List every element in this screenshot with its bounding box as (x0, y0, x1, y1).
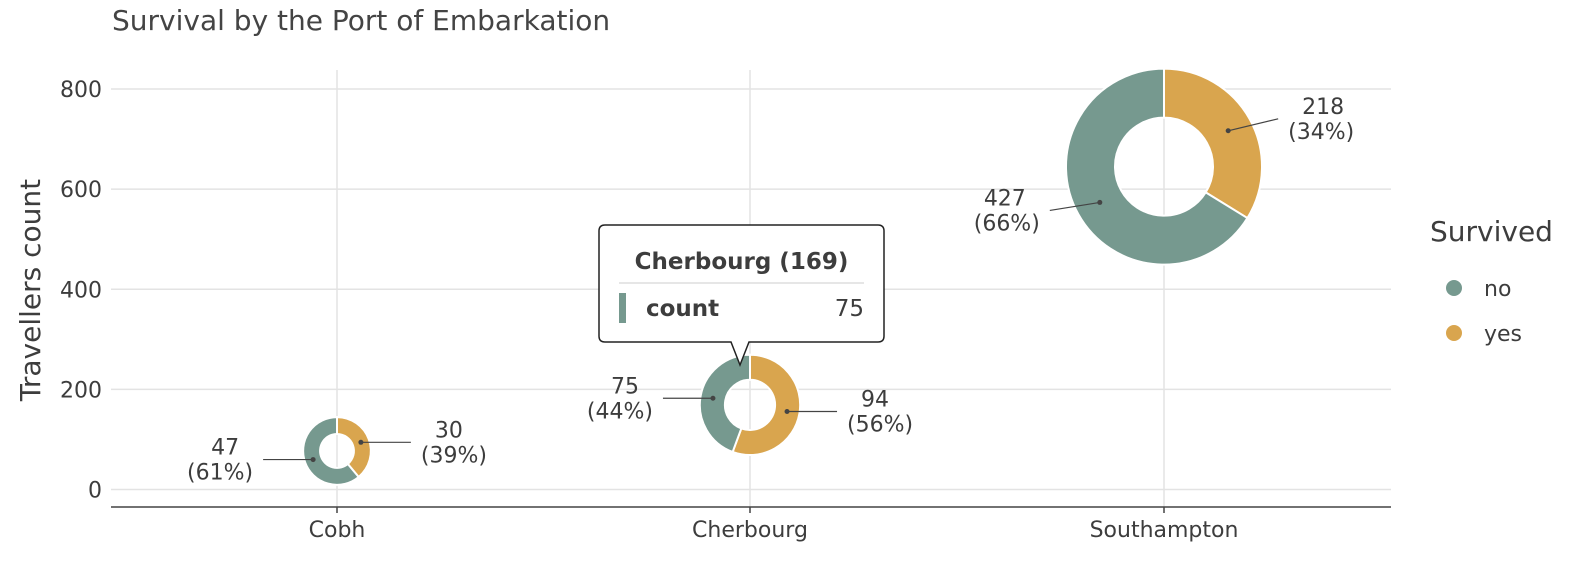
legend: Survived no yes (1430, 215, 1553, 347)
slice-yes[interactable] (1163, 67, 1263, 220)
no-count-label: 75 (611, 374, 639, 399)
donuts (302, 67, 1263, 486)
label-dot (358, 439, 364, 445)
no-count-label: 47 (211, 436, 239, 461)
label-leader (1228, 118, 1279, 132)
donut-cherbourg[interactable] (698, 353, 802, 457)
donut-southampton[interactable] (1065, 67, 1263, 266)
slice-yes[interactable] (731, 353, 802, 457)
tooltip-title: Cherbourg (169) (635, 249, 849, 275)
chart-title: Survival by the Port of Embarkation (112, 4, 610, 37)
label-dot (1097, 199, 1103, 205)
no-count-label: 427 (984, 186, 1026, 211)
no-percent-label: (44%) (587, 399, 653, 424)
y-tick-label: 400 (60, 278, 102, 303)
label-dot (310, 457, 316, 463)
x-tick-label: Cobh (309, 518, 366, 543)
label-dot (710, 395, 716, 401)
tooltip-color-swatch (619, 293, 626, 323)
slice-no[interactable] (1065, 67, 1249, 266)
legend-marker-yes[interactable] (1446, 325, 1462, 341)
yes-percent-label: (34%) (1288, 120, 1354, 145)
slice-labels: 30(39%)47(61%)94(56%)75(44%)218(34%)427(… (187, 95, 1354, 486)
slice-yes[interactable] (336, 416, 372, 479)
x-tick-label: Southampton (1090, 518, 1239, 543)
legend-title: Survived (1430, 215, 1553, 248)
tooltip-value: 75 (835, 296, 864, 322)
y-tick-label: 800 (60, 78, 102, 103)
tooltip-box (598, 224, 885, 368)
label-leader (1049, 201, 1100, 212)
donut-cobh[interactable] (302, 416, 372, 486)
tooltip: Cherbourg (169) count 75 (598, 224, 885, 368)
slice-no[interactable] (302, 416, 361, 486)
label-dot (1225, 128, 1231, 134)
no-percent-label: (66%) (974, 211, 1040, 236)
legend-marker-no[interactable] (1446, 280, 1462, 296)
yes-count-label: 218 (1302, 95, 1344, 120)
y-axis-title: Travellers count (14, 179, 47, 402)
yes-percent-label: (39%) (421, 443, 487, 468)
y-tick-label: 0 (88, 478, 102, 503)
legend-label-no[interactable]: no (1484, 277, 1511, 302)
y-tick-label: 600 (60, 178, 102, 203)
yes-count-label: 94 (861, 387, 889, 412)
tooltip-label: count (646, 296, 719, 322)
label-dot (784, 408, 790, 414)
yes-percent-label: (56%) (847, 412, 913, 437)
x-tick-label: Cherbourg (692, 518, 808, 543)
yes-count-label: 30 (435, 418, 463, 443)
y-tick-label: 200 (60, 378, 102, 403)
legend-label-yes[interactable]: yes (1484, 322, 1522, 347)
y-axis-ticks: 0 200 400 600 800 (60, 78, 102, 503)
no-percent-label: (61%) (187, 461, 253, 486)
x-axis-ticks: Cobh Cherbourg Southampton (309, 507, 1239, 543)
